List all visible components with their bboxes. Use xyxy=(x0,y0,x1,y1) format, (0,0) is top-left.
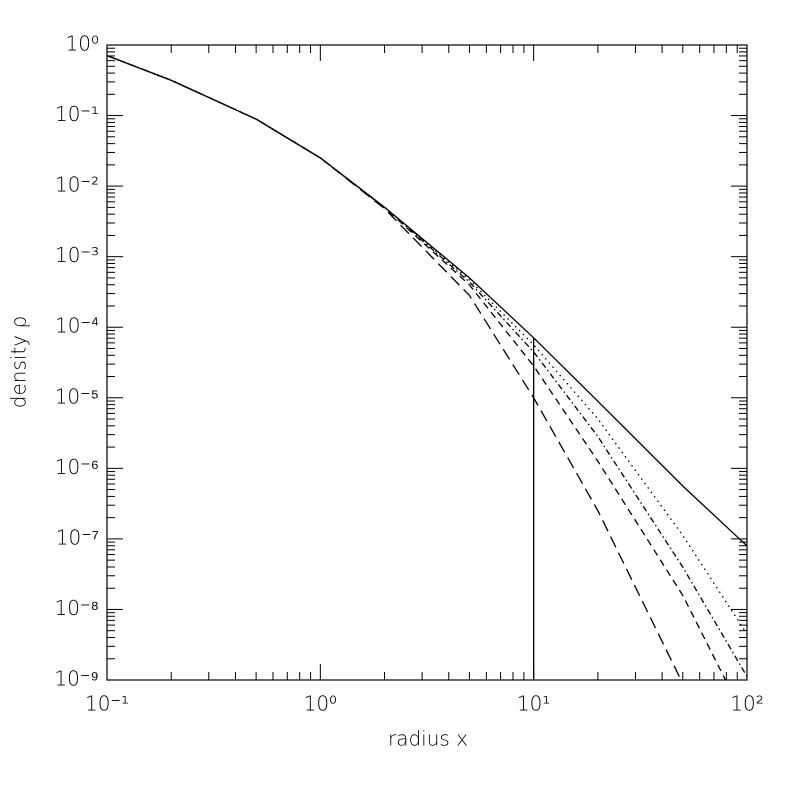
y-tick-label: 10⁻⁴ xyxy=(55,314,99,338)
y-tick-label: 10⁻⁸ xyxy=(55,596,99,620)
y-tick-label: 10⁻² xyxy=(55,173,99,197)
series-line xyxy=(107,54,747,547)
y-tick-label: 10⁻⁹ xyxy=(54,667,99,691)
series-line xyxy=(107,54,747,677)
plot-frame xyxy=(106,44,748,681)
x-tick-label: 10² xyxy=(730,692,763,716)
series-line xyxy=(107,54,747,635)
y-tick-label: 10⁻⁶ xyxy=(55,455,99,479)
series-line xyxy=(107,54,727,680)
x-tick-label: 10¹ xyxy=(517,692,550,716)
y-axis-label: density ρ xyxy=(7,316,31,408)
series-line xyxy=(107,54,682,680)
y-tick-label: 10⁻³ xyxy=(55,243,99,267)
y-tick-label: 10⁻¹ xyxy=(55,102,99,126)
curves xyxy=(107,54,747,680)
y-tick-label: 10⁻⁷ xyxy=(56,525,99,549)
y-tick-label: 10⁰ xyxy=(66,32,99,56)
x-axis-label: radius x xyxy=(388,727,468,751)
x-tick-label: 10⁻¹ xyxy=(85,692,129,716)
y-tick-label: 10⁻⁵ xyxy=(55,384,99,408)
x-tick-label: 10⁰ xyxy=(304,692,337,716)
